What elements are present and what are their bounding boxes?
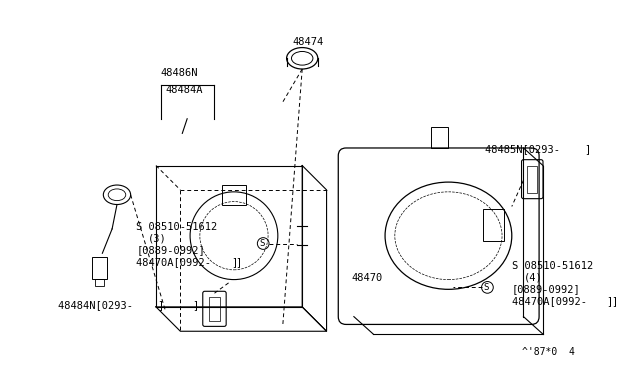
Bar <box>527 166 537 193</box>
Text: 48470A[0992-    ]: 48470A[0992- ] <box>136 257 243 267</box>
Text: S 08510-51612: S 08510-51612 <box>136 222 218 232</box>
Text: 48486N: 48486N <box>161 68 198 78</box>
Text: ]: ] <box>606 296 612 306</box>
Text: 48485N[0293-    ]: 48485N[0293- ] <box>486 144 592 154</box>
Text: S: S <box>484 283 489 292</box>
Bar <box>483 209 504 241</box>
Text: 48484N[0293-    ]: 48484N[0293- ] <box>58 300 164 310</box>
Bar <box>222 185 246 205</box>
Text: 48474: 48474 <box>292 37 324 47</box>
Text: (4): (4) <box>524 273 542 283</box>
Bar <box>431 126 449 148</box>
Text: [0889-0992]: [0889-0992] <box>512 284 580 294</box>
Text: 48470: 48470 <box>351 273 382 283</box>
Bar <box>92 257 108 279</box>
Bar <box>209 297 220 321</box>
Text: S 08510-51612: S 08510-51612 <box>512 261 593 271</box>
Text: S: S <box>259 239 265 248</box>
Text: ]: ] <box>231 257 237 267</box>
Text: 48470A[0992-    ]: 48470A[0992- ] <box>512 296 618 306</box>
Text: 48484A: 48484A <box>166 86 204 96</box>
Bar <box>95 279 104 286</box>
Text: (3): (3) <box>148 234 167 244</box>
Text: ]: ] <box>192 300 198 310</box>
Text: ^'87*0  4: ^'87*0 4 <box>522 347 575 357</box>
Text: [0889-0992]: [0889-0992] <box>136 246 205 255</box>
